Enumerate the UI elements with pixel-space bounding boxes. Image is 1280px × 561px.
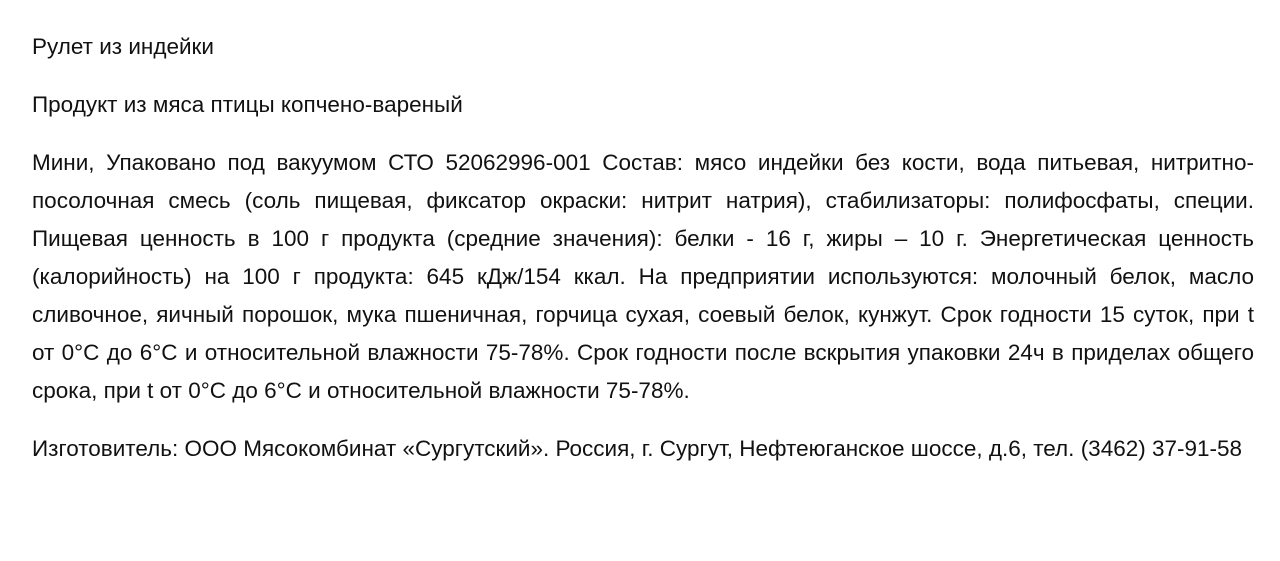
product-subtitle: Продукт из мяса птицы копчено-вареный [32, 92, 463, 117]
product-description: Мини, Упаковано под вакуумом СТО 5206299… [32, 150, 1254, 403]
manufacturer-info: Изготовитель: ООО Мясокомбинат «Сургутск… [32, 436, 1243, 461]
product-document: Рулет из индейки Продукт из мяса птицы к… [32, 28, 1254, 488]
product-title: Рулет из индейки [32, 34, 214, 59]
